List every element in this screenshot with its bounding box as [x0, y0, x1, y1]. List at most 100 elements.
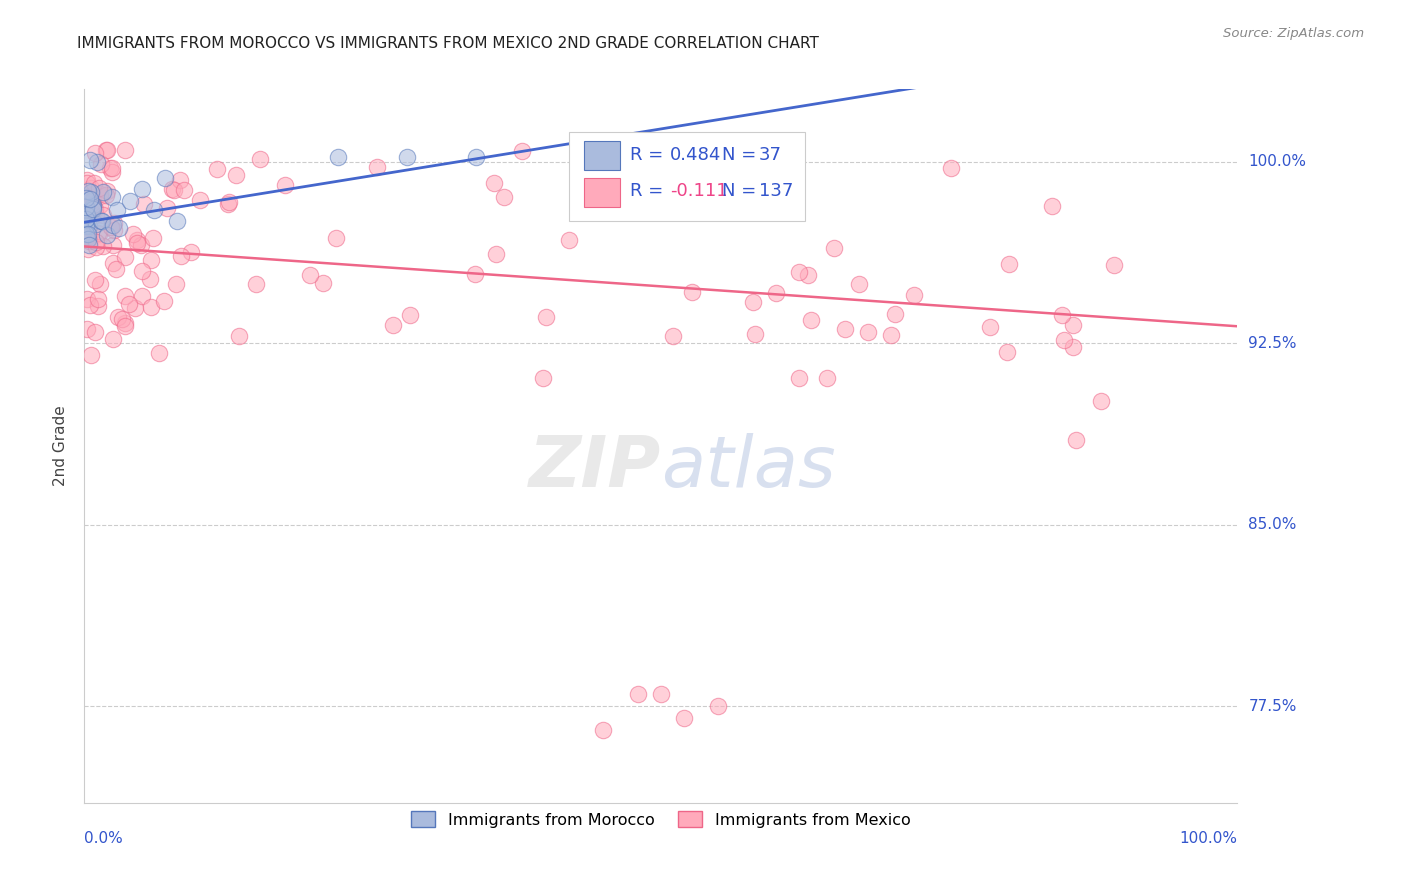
- Point: [166, 214, 188, 228]
- Point: [848, 277, 870, 291]
- Point: [707, 699, 730, 714]
- Point: [83, 202, 105, 216]
- Text: ZIP: ZIP: [529, 433, 661, 502]
- Point: [1090, 394, 1112, 409]
- Point: [218, 195, 240, 210]
- Point: [107, 310, 129, 325]
- Point: [75, 227, 97, 242]
- Point: [96, 184, 118, 198]
- Point: [557, 234, 579, 248]
- Point: [797, 268, 820, 282]
- Point: [75, 211, 97, 226]
- Point: [89, 227, 111, 241]
- Point: [83, 176, 105, 190]
- Point: [114, 250, 136, 264]
- Point: [84, 240, 107, 254]
- Point: [82, 193, 104, 207]
- Point: [132, 197, 155, 211]
- Point: [592, 723, 614, 738]
- Point: [1102, 258, 1125, 272]
- Point: [1040, 199, 1063, 213]
- Point: [153, 294, 176, 309]
- Point: [686, 173, 709, 187]
- Point: [84, 235, 107, 250]
- Point: [79, 298, 101, 312]
- Point: [298, 268, 321, 283]
- Point: [86, 292, 108, 306]
- Text: IMMIGRANTS FROM MOROCCO VS IMMIGRANTS FROM MEXICO 2ND GRADE CORRELATION CHART: IMMIGRANTS FROM MOROCCO VS IMMIGRANTS FR…: [77, 36, 820, 51]
- Point: [96, 188, 118, 202]
- Point: [531, 370, 554, 384]
- Point: [91, 185, 114, 199]
- Point: [903, 288, 925, 302]
- Text: N =: N =: [721, 146, 762, 164]
- Point: [83, 325, 105, 339]
- Text: 77.5%: 77.5%: [1249, 698, 1296, 714]
- Point: [91, 208, 114, 222]
- Point: [75, 218, 97, 232]
- Point: [273, 178, 295, 192]
- Point: [90, 214, 112, 228]
- Point: [156, 201, 179, 215]
- Point: [103, 218, 124, 232]
- Point: [787, 265, 810, 279]
- Text: 100.0%: 100.0%: [1180, 830, 1237, 846]
- Point: [153, 170, 176, 185]
- Point: [91, 239, 114, 253]
- Point: [131, 289, 153, 303]
- Point: [79, 195, 101, 210]
- Point: [120, 194, 142, 208]
- Point: [941, 161, 963, 175]
- Point: [131, 264, 153, 278]
- Point: [79, 192, 101, 206]
- Point: [76, 242, 98, 256]
- Point: [79, 153, 101, 167]
- Point: [139, 252, 162, 267]
- Bar: [583, 141, 620, 169]
- Point: [512, 144, 534, 158]
- Point: [228, 329, 250, 343]
- Point: [94, 143, 117, 157]
- Point: [139, 301, 162, 315]
- Point: [225, 168, 247, 182]
- Point: [86, 155, 108, 169]
- Point: [76, 184, 98, 198]
- Point: [482, 176, 505, 190]
- Point: [104, 262, 127, 277]
- Point: [823, 241, 845, 255]
- Point: [114, 143, 136, 157]
- Point: [82, 202, 104, 216]
- Point: [76, 232, 98, 246]
- Point: [75, 219, 97, 234]
- Point: [464, 267, 486, 281]
- Point: [995, 344, 1018, 359]
- Point: [1052, 308, 1074, 322]
- Point: [672, 711, 695, 725]
- Point: [76, 176, 98, 190]
- Text: N =: N =: [721, 182, 762, 200]
- Point: [163, 183, 186, 197]
- Point: [325, 231, 347, 245]
- Point: [485, 247, 508, 261]
- Point: [124, 301, 146, 315]
- Point: [84, 208, 107, 222]
- Point: [148, 346, 170, 360]
- Point: [87, 227, 110, 241]
- Point: [89, 277, 111, 292]
- Point: [180, 244, 202, 259]
- Point: [1066, 433, 1088, 447]
- Point: [787, 370, 810, 384]
- Point: [82, 198, 104, 212]
- Point: [173, 183, 195, 197]
- Text: Source: ZipAtlas.com: Source: ZipAtlas.com: [1223, 27, 1364, 40]
- Point: [76, 292, 98, 306]
- Point: [76, 208, 98, 222]
- Point: [217, 197, 239, 211]
- Point: [880, 328, 903, 343]
- Point: [396, 150, 419, 164]
- Point: [84, 272, 107, 286]
- Point: [84, 145, 107, 160]
- Point: [834, 322, 856, 336]
- Point: [75, 200, 97, 214]
- Text: 92.5%: 92.5%: [1249, 335, 1296, 351]
